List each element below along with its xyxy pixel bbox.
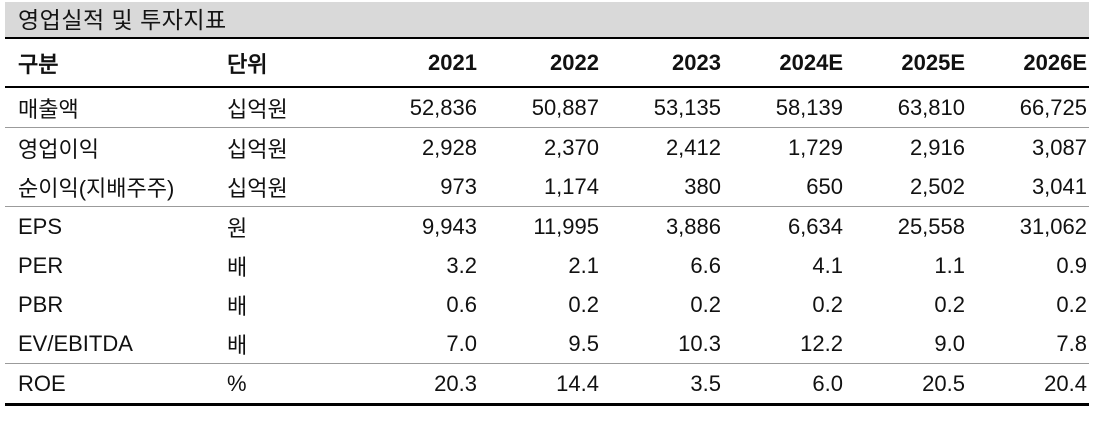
table-header-row: 구분 단위 2021 2022 2023 2024E 2025E 2026E [5, 39, 1089, 88]
row-unit: 배 [227, 254, 248, 280]
value-cell: 50,887 [479, 87, 601, 128]
row-unit: 배 [227, 324, 357, 364]
value-cell: 3,041 [967, 167, 1089, 207]
row-unit: % [227, 363, 357, 406]
value-cell: 52,836 [357, 87, 479, 128]
value-cell: 2,502 [845, 167, 967, 207]
table-row: 영업이익 십억원 2,928 2,370 2,412 1,729 2,916 3,087 [5, 128, 1089, 168]
value-cell: 2,916 [909, 134, 965, 160]
value-cell: 12.2 [723, 324, 845, 364]
value-cell: 6,634 [787, 213, 843, 239]
row-label: ROE [5, 363, 227, 406]
col-header-year: 2025E [845, 39, 967, 88]
value-cell: 3,087 [1031, 134, 1087, 160]
row-unit: 배 [227, 293, 248, 319]
value-cell: 6.0 [723, 363, 845, 406]
value-cell: 3.5 [601, 363, 723, 406]
table-row: 순이익(지배주주) 십억원 973 1,174 380 650 2,502 3,041 [5, 167, 1089, 207]
financial-table-panel: 영업실적 및 투자지표 구분 단위 2021 2022 2023 2024E 2025E 20… [5, 2, 1089, 406]
value-cell: 63,810 [845, 87, 967, 128]
col-header-year: 2023 [601, 39, 723, 88]
row-unit: 십억원 [227, 167, 357, 207]
row-unit: 십억원 [227, 87, 357, 128]
value-cell: 31,062 [1019, 213, 1087, 239]
row-label: 영업이익 [18, 136, 99, 162]
table-row: EPS 원 9,943 11,995 3,886 6,634 25,558 31,062 [5, 207, 1089, 247]
value-cell: 20.5 [845, 363, 967, 406]
col-header-year: 2024E [723, 39, 845, 88]
col-header-year: 2021 [357, 39, 479, 88]
table-row: PER 배 3.2 2.1 6.6 4.1 1.1 0.9 [5, 246, 1089, 285]
value-cell: 650 [723, 167, 845, 207]
value-cell: 20.3 [357, 363, 479, 406]
value-cell: 66,725 [967, 87, 1089, 128]
value-cell: 2,412 [665, 134, 721, 160]
value-cell: 6.6 [690, 252, 721, 278]
row-label: 매출액 [5, 87, 227, 128]
value-cell: 11,995 [533, 213, 599, 239]
value-cell: 2,370 [543, 134, 599, 160]
row-label: 순이익(지배주주) [5, 167, 227, 207]
row-label: EPS [18, 213, 63, 239]
col-header-unit: 단위 [227, 39, 357, 88]
value-cell: 380 [601, 167, 723, 207]
value-cell: 2.1 [568, 252, 599, 278]
value-cell: 0.2 [934, 291, 965, 317]
value-cell: 9,943 [421, 213, 477, 239]
value-cell: 1.1 [934, 252, 965, 278]
value-cell: 9.0 [845, 324, 967, 364]
value-cell: 14.4 [479, 363, 601, 406]
value-cell: 0.9 [1056, 252, 1087, 278]
table-row: PBR 배 0.6 0.2 0.2 0.2 0.2 0.2 [5, 285, 1089, 324]
value-cell: 7.0 [357, 324, 479, 364]
value-cell: 0.2 [690, 291, 721, 317]
value-cell: 20.4 [967, 363, 1089, 406]
col-header-label: 구분 [5, 39, 227, 88]
value-cell: 58,139 [723, 87, 845, 128]
value-cell: 1,729 [787, 134, 843, 160]
value-cell: 4.1 [812, 252, 843, 278]
table-row: EV/EBITDA 배 7.0 9.5 10.3 12.2 9.0 7.8 [5, 324, 1089, 364]
financial-table: 구분 단위 2021 2022 2023 2024E 2025E 2026E 매출액 십억원 52… [5, 39, 1089, 406]
value-cell: 3,886 [665, 213, 721, 239]
col-header-year: 2022 [479, 39, 601, 88]
col-header-year: 2026E [967, 39, 1089, 88]
value-cell: 0.2 [812, 291, 843, 317]
value-cell: 53,135 [601, 87, 723, 128]
row-label: EV/EBITDA [5, 324, 227, 364]
value-cell: 0.2 [1056, 291, 1087, 317]
table-row: 매출액 십억원 52,836 50,887 53,135 58,139 63,810 66,7… [5, 87, 1089, 128]
table-title: 영업실적 및 투자지표 [5, 2, 1089, 39]
row-label: PBR [18, 291, 64, 317]
row-unit: 원 [227, 215, 248, 241]
value-cell: 7.8 [967, 324, 1089, 364]
value-cell: 10.3 [601, 324, 723, 364]
row-unit: 십억원 [227, 136, 288, 162]
row-label: PER [18, 252, 64, 278]
value-cell: 1,174 [479, 167, 601, 207]
value-cell: 0.6 [446, 291, 477, 317]
value-cell: 25,558 [897, 213, 965, 239]
value-cell: 2,928 [421, 134, 477, 160]
value-cell: 3.2 [446, 252, 477, 278]
table-row: ROE% 20.3 14.4 3.5 6.0 20.5 20.4 [5, 363, 1089, 406]
value-cell: 973 [357, 167, 479, 207]
value-cell: 0.2 [568, 291, 599, 317]
value-cell: 9.5 [479, 324, 601, 364]
